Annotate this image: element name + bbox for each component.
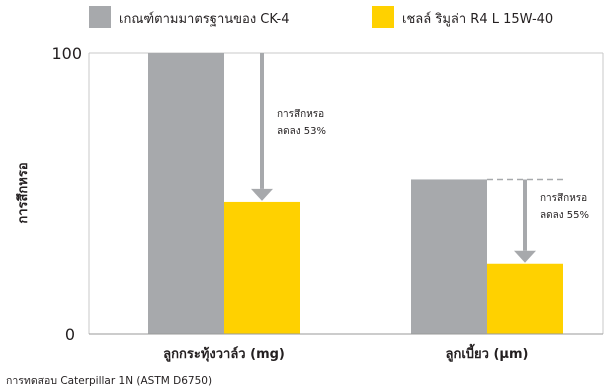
bar-2-series-2 [487,263,563,334]
legend-swatch-ck4 [89,6,111,28]
reduction-arrow-head-1 [251,188,273,201]
bar-2-series-1 [411,179,487,334]
category-label-tappet: ลูกกระทุ้งวาล์ว (mg) [163,346,285,362]
annotation-2-line2: ลดลง 55% [540,210,589,221]
footnote: การทดสอบ Caterpillar 1N (ASTM D6750) [6,375,212,387]
legend-label-rimula: เชลล์ ริมูล่า R4 L 15W-40 [402,11,553,27]
y-tick-0: 0 [65,325,75,344]
y-tick-100: 100 [51,44,82,63]
annotation-2-line1: การสึกหรอ [540,192,587,204]
annotation-1-line1: การสึกหรอ [277,108,324,120]
chart-marks [148,53,563,334]
bar-1-series-2 [224,201,300,334]
annotation-1-line2: ลดลง 53% [277,126,326,137]
legend-label-ck4: เกณฑ์ตามมาตรฐานของ CK-4 [119,11,290,27]
y-axis-label: การสึกหรอ [15,162,31,223]
legend-swatch-rimula [372,6,394,28]
bar-1-series-1 [148,53,224,334]
reduction-arrow-head-2 [514,250,536,263]
category-label-cam: ลูกเบี้ยว (µm) [446,343,529,362]
